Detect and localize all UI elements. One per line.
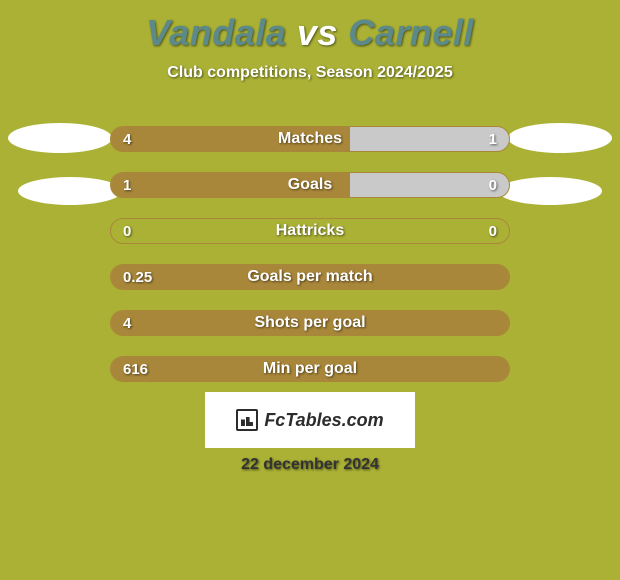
title: Vandala vs Carnell [0, 12, 620, 54]
stat-bar: Matches4 1 [110, 126, 510, 152]
stat-bar: Goals per match0.25 [110, 264, 510, 290]
placeholder-left_bot [18, 177, 122, 205]
stat-bar: Min per goal616 [110, 356, 510, 382]
bar-value-right: 0 [489, 219, 497, 243]
bar-label: Min per goal [111, 357, 509, 381]
bar-value-right: 0 [489, 173, 497, 197]
bar-label: Shots per goal [111, 311, 509, 335]
chart-icon [236, 409, 258, 431]
comparison-infographic: Vandala vs Carnell Club competitions, Se… [0, 0, 620, 580]
bar-value-right: 1 [489, 127, 497, 151]
bar-label: Matches [111, 127, 509, 151]
bar-value-left: 616 [123, 357, 148, 381]
stat-bars: Matches41Goals10Hattricks00Goals per mat… [110, 126, 510, 402]
bar-value-left: 4 [123, 127, 131, 151]
bar-value-left: 1 [123, 173, 131, 197]
bar-label: Hattricks [111, 219, 509, 243]
brand-badge: FcTables.com [205, 392, 415, 448]
bar-value-left: 4 [123, 311, 131, 335]
placeholder-right_bot [498, 177, 602, 205]
bar-label: Goals [111, 173, 509, 197]
stat-bar: Hattricks0 0 [110, 218, 510, 244]
subtitle: Club competitions, Season 2024/2025 [0, 64, 620, 82]
stat-bar: Goals1 0 [110, 172, 510, 198]
bar-value-left: 0 [123, 219, 131, 243]
title-right: Carnell [348, 12, 474, 53]
brand-text: FcTables.com [264, 410, 383, 431]
title-left: Vandala [146, 12, 286, 53]
title-vs: vs [297, 12, 338, 53]
stat-bar: Shots per goal4 [110, 310, 510, 336]
placeholder-right_top [508, 123, 612, 153]
placeholder-left_top [8, 123, 112, 153]
bar-label: Goals per match [111, 265, 509, 289]
date-text: 22 december 2024 [0, 456, 620, 474]
bar-value-left: 0.25 [123, 265, 152, 289]
